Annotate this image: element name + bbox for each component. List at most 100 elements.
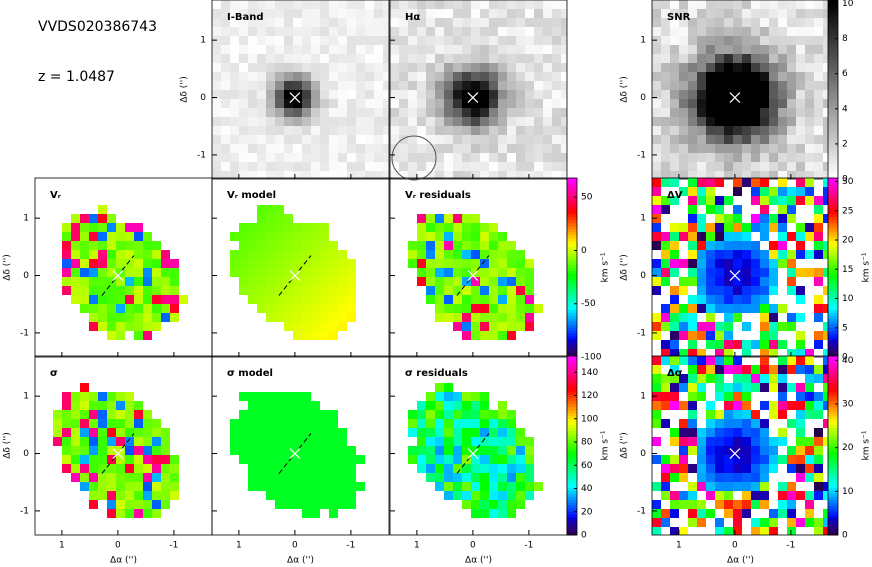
map-pixel [697,214,706,223]
map-pixel [661,153,670,162]
map-pixel [652,153,661,162]
map-pixel [480,153,489,162]
map-pixel [787,286,796,295]
map-pixel [116,277,125,286]
map-pixel [823,365,829,374]
map-pixel [71,214,80,223]
map-pixel [787,162,796,171]
map-pixel [471,500,480,509]
map-pixel [760,527,769,535]
map-pixel [383,72,389,81]
map-pixel [787,205,796,214]
map-pixel [212,63,221,72]
map-pixel [462,72,471,81]
map-pixel [697,135,706,144]
map-pixel [293,144,302,153]
map-pixel [89,295,98,304]
map-pixel [302,162,311,171]
map-pixel [248,18,257,27]
map-pixel [561,36,567,45]
map-pixel [543,81,552,90]
map-pixel [221,63,230,72]
map-pixel [769,90,778,99]
map-pixel [489,428,498,437]
map-pixel [170,491,179,500]
colorbar-step [567,201,577,206]
map-pixel [724,286,733,295]
map-pixel [787,500,796,509]
map-pixel [347,0,356,9]
map-pixel [706,162,715,171]
map-pixel [125,259,134,268]
map-pixel [116,232,125,241]
colorbar-step [828,436,838,441]
map-pixel [688,268,697,277]
map-pixel [275,117,284,126]
colorbar-step [567,225,577,230]
map-pixel [417,0,426,9]
map-pixel [507,331,516,340]
map-pixel [107,259,116,268]
map-pixel [751,18,760,27]
map-pixel [408,18,417,27]
map-pixel [435,286,444,295]
colorbar-step [828,487,838,491]
map-pixel [311,331,320,340]
map-pixel [688,18,697,27]
map-pixel [311,437,320,446]
map-pixel [116,482,125,491]
map-pixel [302,223,311,232]
map-pixel [248,108,257,117]
map-pixel [498,401,507,410]
map-pixel [311,81,320,90]
map-pixel [670,340,679,349]
map-pixel [760,491,769,500]
psf-circle [391,135,437,181]
y-tick-label: 0 [200,93,206,103]
map-pixel [399,27,408,36]
map-pixel [652,205,661,214]
map-pixel [257,144,266,153]
map-pixel [552,63,561,72]
map-pixel [706,340,715,349]
map-pixel [444,126,453,135]
map-pixel [751,277,760,286]
map-pixel [248,27,257,36]
map-pixel [408,117,417,126]
map-pixel [134,509,143,518]
map-pixel [125,491,134,500]
y-axis-label: Δδ ('') [620,432,630,459]
x-axis-label: Δα ('') [727,556,754,566]
map-pixel [356,90,365,99]
y-tick-label: 0 [640,93,646,103]
map-pixel [796,349,805,357]
colorbar-tick-label: 6 [842,69,848,79]
map-pixel [374,0,383,9]
map-pixel [742,374,751,383]
map-pixel [480,250,489,259]
map-pixel [796,331,805,340]
map-pixel [471,295,480,304]
map-pixel [311,171,320,179]
map-pixel [489,286,498,295]
map-pixel [98,268,107,277]
map-pixel [462,277,471,286]
map-pixel [444,241,453,250]
panel-label: Hα [405,12,420,23]
y-axis-label: Δδ ('') [620,254,630,281]
map-pixel [417,464,426,473]
map-pixel [426,295,435,304]
map-pixel [453,464,462,473]
map-pixel [239,9,248,18]
map-pixel [760,437,769,446]
map-pixel [787,90,796,99]
map-pixel [257,223,266,232]
map-pixel [80,473,89,482]
map-pixel [143,286,152,295]
map-pixel [814,90,823,99]
map-pixel [320,313,329,322]
map-pixel [733,295,742,304]
colorbar-step [828,110,838,114]
map-pixel [715,374,724,383]
map-pixel [778,45,787,54]
